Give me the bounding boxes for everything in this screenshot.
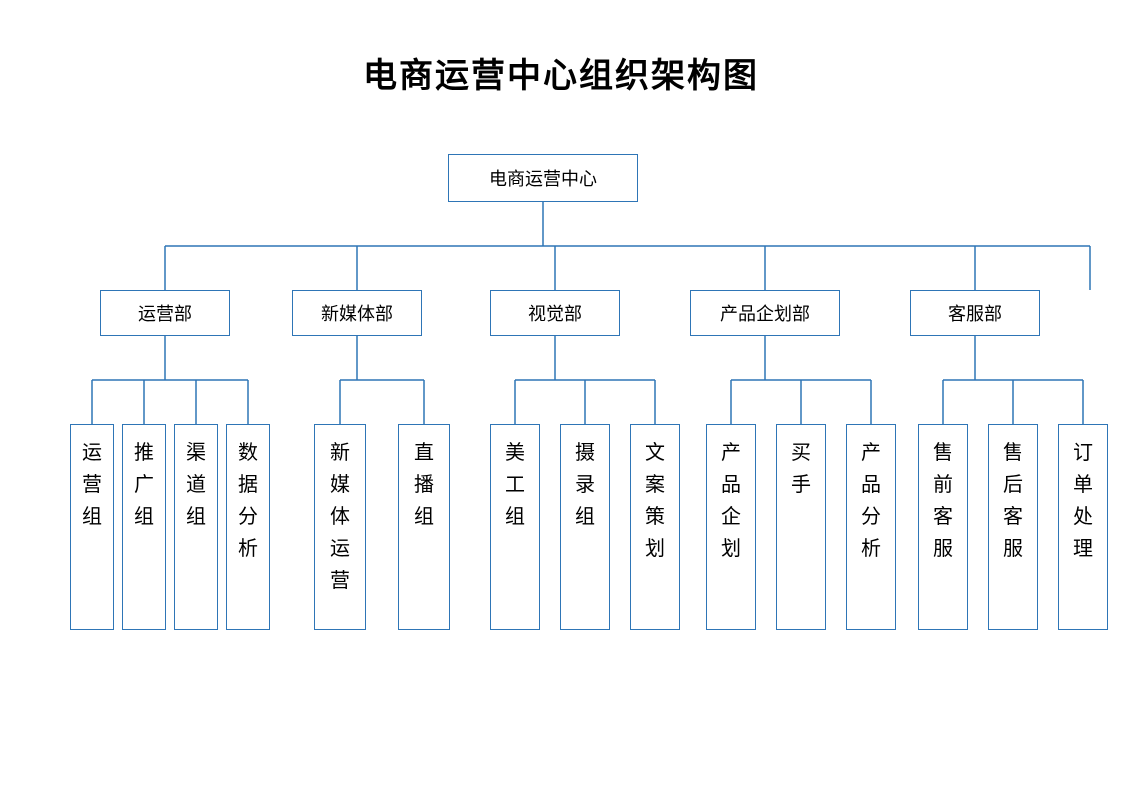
- leaf-12: 售前客服: [918, 424, 968, 630]
- leaf-14: 订单处理: [1058, 424, 1108, 630]
- dept-service: 客服部: [910, 290, 1040, 336]
- leaf-13: 售后客服: [988, 424, 1038, 630]
- leaf-6: 美工组: [490, 424, 540, 630]
- root-node: 电商运营中心: [448, 154, 638, 202]
- dept-product: 产品企划部: [690, 290, 840, 336]
- leaf-0: 运营组: [70, 424, 114, 630]
- connector-lines: [0, 0, 1122, 793]
- leaf-7: 摄录组: [560, 424, 610, 630]
- page-title: 电商运营中心组织架构图: [0, 48, 1122, 97]
- leaf-2: 渠道组: [174, 424, 218, 630]
- leaf-9: 产品企划: [706, 424, 756, 630]
- leaf-5: 直播组: [398, 424, 450, 630]
- leaf-11: 产品分析: [846, 424, 896, 630]
- leaf-3: 数据分析: [226, 424, 270, 630]
- leaf-8: 文案策划: [630, 424, 680, 630]
- leaf-1: 推广组: [122, 424, 166, 630]
- dept-visual: 视觉部: [490, 290, 620, 336]
- dept-media: 新媒体部: [292, 290, 422, 336]
- dept-ops: 运营部: [100, 290, 230, 336]
- leaf-4: 新媒体运营: [314, 424, 366, 630]
- leaf-10: 买手: [776, 424, 826, 630]
